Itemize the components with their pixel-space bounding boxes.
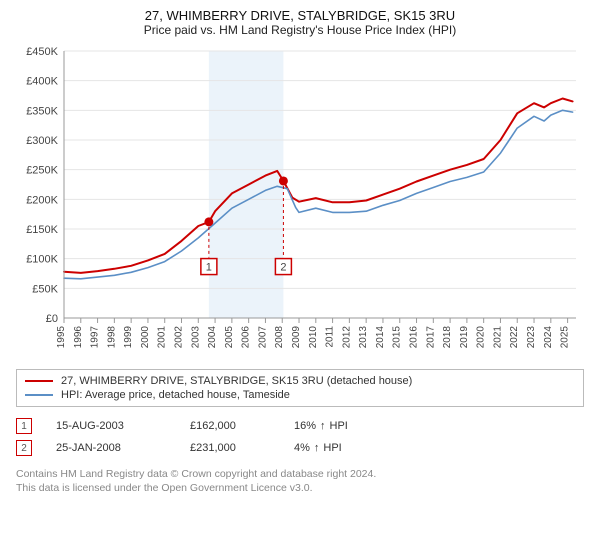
svg-text:2006: 2006 <box>241 326 252 349</box>
price-chart: £0 £50K £100K £150K £200K £250K £300K £350K £400… <box>16 43 584 363</box>
svg-text:1999: 1999 <box>123 326 134 349</box>
legend-row: HPI: Average price, detached house, Tame… <box>25 388 575 402</box>
svg-text:2003: 2003 <box>190 326 201 349</box>
legend-swatch <box>25 380 53 382</box>
svg-text:£0: £0 <box>46 313 58 325</box>
svg-text:1995: 1995 <box>56 326 67 349</box>
svg-text:2004: 2004 <box>207 326 218 349</box>
svg-text:1: 1 <box>206 262 212 274</box>
svg-text:2023: 2023 <box>526 326 537 349</box>
sale-row: 2 25-JAN-2008 £231,000 4% ↑HPI <box>16 437 584 459</box>
sale-index-box: 1 <box>16 418 32 434</box>
svg-text:2022: 2022 <box>509 326 520 349</box>
sale-row: 1 15-AUG-2003 £162,000 16% ↑ HPI <box>16 415 584 437</box>
svg-text:£200K: £200K <box>26 194 58 206</box>
svg-text:2001: 2001 <box>157 326 168 349</box>
svg-text:2: 2 <box>280 262 286 274</box>
svg-text:2020: 2020 <box>476 326 487 349</box>
svg-text:2014: 2014 <box>375 326 386 349</box>
page-subtitle: Price paid vs. HM Land Registry's House … <box>16 23 584 37</box>
sale-hpi-pct: 16% <box>294 420 316 432</box>
arrow-up-icon: ↑ <box>314 442 320 454</box>
svg-text:£150K: £150K <box>26 224 58 236</box>
arrow-up-icon: ↑ <box>320 420 326 432</box>
legend-swatch <box>25 394 53 396</box>
svg-text:2010: 2010 <box>308 326 319 349</box>
sale-date: 15-AUG-2003 <box>56 420 166 432</box>
svg-text:2012: 2012 <box>341 326 352 349</box>
svg-text:2015: 2015 <box>392 326 403 349</box>
svg-text:2021: 2021 <box>492 326 503 349</box>
svg-text:2000: 2000 <box>140 326 151 349</box>
sale-hpi: 4% ↑HPI <box>294 442 342 454</box>
sale-price: £162,000 <box>190 420 270 432</box>
page-title: 27, WHIMBERRY DRIVE, STALYBRIDGE, SK15 3… <box>16 8 584 23</box>
legend-row: 27, WHIMBERRY DRIVE, STALYBRIDGE, SK15 3… <box>25 374 575 388</box>
legend: 27, WHIMBERRY DRIVE, STALYBRIDGE, SK15 3… <box>16 369 584 407</box>
sale-index-box: 2 <box>16 440 32 456</box>
svg-text:2011: 2011 <box>325 326 336 348</box>
legend-label: HPI: Average price, detached house, Tame… <box>61 389 290 401</box>
svg-text:1998: 1998 <box>106 326 117 349</box>
svg-text:£100K: £100K <box>26 254 58 266</box>
footnote-line: This data is licensed under the Open Gov… <box>16 481 584 495</box>
svg-text:2005: 2005 <box>224 326 235 349</box>
svg-text:2017: 2017 <box>425 326 436 349</box>
sale-hpi: 16% ↑ HPI <box>294 420 348 432</box>
svg-text:£350K: £350K <box>26 105 58 117</box>
sales-table: 115-AUG-2003£162,00016%↑HPI225-JAN-2008£… <box>16 415 584 459</box>
svg-text:2025: 2025 <box>560 326 571 349</box>
svg-text:1997: 1997 <box>90 326 101 349</box>
footnote-line: Contains HM Land Registry data © Crown c… <box>16 467 584 481</box>
sale-hpi-pct: 4% <box>294 442 310 454</box>
svg-text:2002: 2002 <box>174 326 185 349</box>
svg-text:2019: 2019 <box>459 326 470 349</box>
svg-text:2016: 2016 <box>409 326 420 349</box>
svg-text:2024: 2024 <box>543 326 554 349</box>
legend-label: 27, WHIMBERRY DRIVE, STALYBRIDGE, SK15 3… <box>61 375 412 387</box>
svg-text:2008: 2008 <box>274 326 285 349</box>
svg-text:£300K: £300K <box>26 135 58 147</box>
svg-text:£450K: £450K <box>26 46 58 58</box>
svg-text:2018: 2018 <box>442 326 453 349</box>
footnote: Contains HM Land Registry data © Crown c… <box>16 467 584 495</box>
sale-hpi-suffix: HPI <box>330 420 348 432</box>
svg-text:£250K: £250K <box>26 165 58 177</box>
svg-text:2007: 2007 <box>257 326 268 349</box>
svg-text:£400K: £400K <box>26 76 58 88</box>
svg-text:2009: 2009 <box>291 326 302 349</box>
sale-price: £231,000 <box>190 442 270 454</box>
chart-svg: £0 £50K £100K £150K £200K £250K £300K £350K £400… <box>16 43 584 363</box>
sale-hpi-suffix: HPI <box>323 442 341 454</box>
sale-date: 25-JAN-2008 <box>56 442 166 454</box>
svg-text:1996: 1996 <box>73 326 84 349</box>
svg-text:2013: 2013 <box>358 326 369 349</box>
svg-text:£50K: £50K <box>32 283 58 295</box>
